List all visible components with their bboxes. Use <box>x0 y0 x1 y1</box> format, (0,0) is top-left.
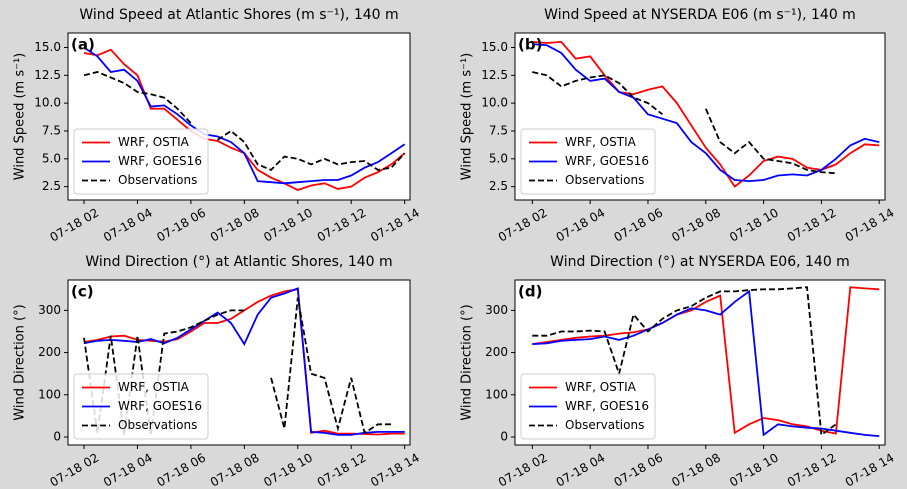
series-line <box>532 43 880 183</box>
y-tick-label: 100 <box>485 387 508 401</box>
panel-label: (d) <box>518 283 542 301</box>
y-tick-label: 12.5 <box>34 68 61 82</box>
legend-label: WRF, OSTIA <box>118 380 190 394</box>
legend-label: Observations <box>118 173 197 187</box>
panel-label: (b) <box>518 36 542 54</box>
series-line <box>83 297 392 436</box>
panel-title: Wind Direction (°) at Atlantic Shores, 1… <box>85 254 392 270</box>
y-tick-label: 10.0 <box>481 96 508 110</box>
y-tick-label: 300 <box>38 303 61 317</box>
legend-label: WRF, OSTIA <box>565 380 637 394</box>
series-line <box>532 71 836 175</box>
y-tick-label: 5.0 <box>489 151 508 165</box>
series-line <box>532 286 837 437</box>
legend-label: Observations <box>565 173 644 187</box>
y-tick-label: 200 <box>38 345 61 359</box>
plot-frame <box>514 32 886 201</box>
y-tick-label: 100 <box>38 387 61 401</box>
legend-label: Observations <box>118 418 197 432</box>
legend-label: WRF, GOES16 <box>565 399 649 413</box>
y-axis-label: Wind Speed (m s⁻¹) <box>460 53 475 180</box>
legend-label: WRF, GOES16 <box>565 154 649 168</box>
legend-label: WRF, GOES16 <box>118 399 202 413</box>
y-tick-label: 200 <box>485 345 508 359</box>
y-tick-label: 0 <box>500 429 508 443</box>
y-tick-label: 2.5 <box>42 179 61 193</box>
panel-label: (a) <box>71 36 95 54</box>
panel-title: Wind Speed at Atlantic Shores (m s⁻¹), 1… <box>79 7 398 23</box>
y-axis-label: Wind Direction (°) <box>460 304 475 420</box>
y-tick-label: 10.0 <box>34 96 61 110</box>
y-axis-label: Wind Direction (°) <box>13 304 28 420</box>
plot-frame <box>67 279 411 446</box>
y-tick-label: 0 <box>53 429 61 443</box>
plot-frame <box>514 279 886 446</box>
legend-label: WRF, GOES16 <box>118 154 202 168</box>
legend-box <box>520 128 656 195</box>
y-tick-label: 15.0 <box>34 40 61 54</box>
panel-title: Wind Speed at NYSERDA E06 (m s⁻¹), 140 m <box>544 7 856 23</box>
series-line <box>83 46 406 185</box>
y-tick-label: 7.5 <box>489 123 508 137</box>
series-line <box>83 71 406 171</box>
y-tick-label: 300 <box>485 303 508 317</box>
panel-label: (c) <box>71 283 94 301</box>
legend-box <box>73 128 209 195</box>
legend-box <box>73 373 209 440</box>
plot-frame <box>67 32 411 201</box>
y-tick-label: 12.5 <box>481 68 508 82</box>
legend-label: Observations <box>565 418 644 432</box>
y-tick-label: 5.0 <box>42 151 61 165</box>
panel-title: Wind Direction (°) at NYSERDA E06, 140 m <box>550 254 850 270</box>
y-axis-label: Wind Speed (m s⁻¹) <box>13 53 28 180</box>
legend-box <box>520 373 656 440</box>
y-tick-label: 15.0 <box>481 40 508 54</box>
y-tick-label: 2.5 <box>489 179 508 193</box>
legend-label: WRF, OSTIA <box>565 135 637 149</box>
legend-label: WRF, OSTIA <box>118 135 190 149</box>
y-tick-label: 7.5 <box>42 123 61 137</box>
